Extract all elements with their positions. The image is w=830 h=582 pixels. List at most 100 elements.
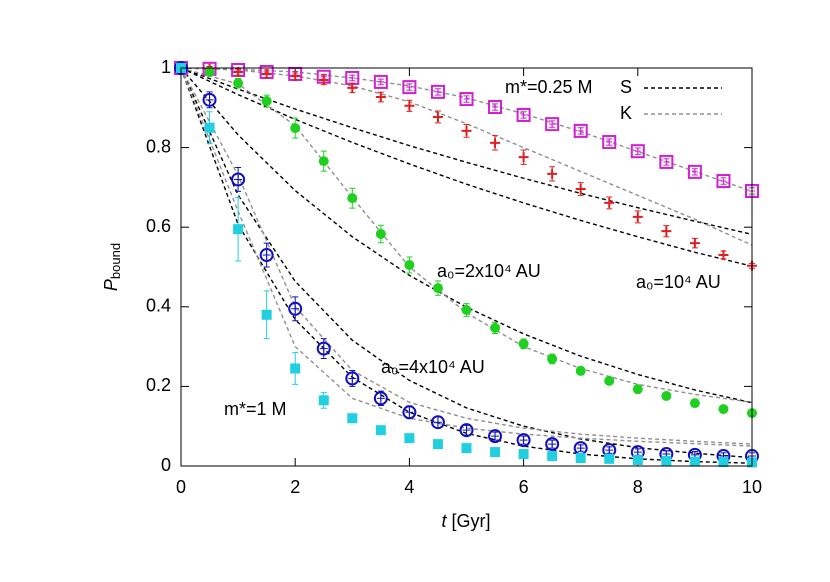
marker — [375, 425, 386, 436]
x-tick-label: 10 — [742, 477, 762, 497]
marker — [318, 156, 329, 167]
fit-curve — [180, 67, 753, 404]
marker — [402, 80, 417, 95]
marker — [516, 107, 531, 122]
fit-curve — [180, 67, 753, 447]
marker-cross — [377, 78, 384, 85]
marker — [373, 74, 388, 89]
marker — [375, 92, 386, 103]
marker-cross — [548, 440, 557, 449]
marker — [661, 226, 672, 237]
marker — [261, 309, 272, 320]
marker-cross — [234, 175, 243, 184]
marker — [661, 455, 672, 466]
marker — [430, 84, 445, 99]
marker — [689, 238, 700, 249]
marker-cross — [405, 408, 414, 417]
marker — [632, 211, 643, 222]
marker-cross — [462, 426, 471, 435]
x-axis-label: t [Gyr] — [441, 511, 490, 531]
marker-cross — [406, 84, 413, 91]
marker — [233, 224, 244, 235]
plot-frame — [180, 67, 753, 467]
marker — [547, 353, 558, 364]
fit-curve — [180, 67, 753, 246]
marker — [347, 413, 358, 424]
marker — [545, 437, 560, 452]
y-label-subscript: bound — [108, 243, 123, 279]
y-tick-label: 1 — [161, 57, 171, 77]
marker — [630, 144, 645, 159]
marker — [661, 390, 672, 401]
marker-cross — [633, 448, 642, 457]
marker — [604, 453, 615, 464]
marker — [490, 447, 501, 458]
marker — [689, 456, 700, 467]
x-tick-label: 8 — [633, 477, 643, 497]
marker — [545, 117, 560, 132]
marker — [602, 135, 617, 150]
marker — [459, 423, 474, 438]
marker — [259, 248, 274, 263]
marker — [575, 183, 586, 194]
x-label-symbol: t — [441, 511, 447, 531]
marker — [718, 404, 729, 415]
marker — [461, 304, 472, 315]
marker-cross — [291, 304, 300, 313]
marker — [432, 439, 443, 450]
marker-cross — [348, 374, 357, 383]
x-tick-label: 0 — [176, 477, 186, 497]
y-tick-label: 0.2 — [146, 375, 171, 395]
y-tick-label: 0.6 — [146, 216, 171, 236]
marker — [404, 433, 415, 444]
x-tick-label: 6 — [519, 477, 529, 497]
marker — [233, 78, 244, 89]
fit-curve — [180, 67, 753, 404]
marker — [261, 96, 272, 107]
marker-cross — [549, 121, 556, 128]
annotation: a₀=10⁴ AU — [636, 272, 721, 292]
marker — [687, 164, 702, 179]
marker — [461, 125, 472, 136]
y-tick-label: 0 — [161, 455, 171, 475]
marker — [632, 384, 643, 395]
marker — [604, 375, 615, 386]
marker — [518, 449, 529, 460]
marker — [716, 174, 731, 189]
fit-curve — [180, 67, 753, 267]
annotation: a₀=2x10⁴ AU — [437, 261, 541, 281]
marker — [204, 66, 215, 77]
marker — [404, 260, 415, 271]
marker — [373, 391, 388, 406]
marker — [547, 451, 558, 462]
marker — [573, 123, 588, 138]
marker — [318, 395, 329, 406]
marker — [632, 455, 643, 466]
y-label-symbol: P — [101, 279, 121, 291]
y-tick-label: 0.8 — [146, 136, 171, 156]
marker — [459, 92, 474, 107]
marker — [518, 152, 529, 163]
marker-cross — [205, 95, 214, 104]
marker — [430, 415, 445, 430]
marker-cross — [376, 394, 385, 403]
marker — [290, 363, 301, 374]
fit-curve — [180, 67, 753, 445]
annotation: m*=0.25 M — [505, 77, 593, 97]
marker — [288, 301, 303, 316]
marker-cross — [434, 88, 441, 95]
marker-cross — [491, 432, 500, 441]
marker-cross — [663, 158, 670, 165]
marker — [318, 74, 329, 85]
marker-cross — [691, 168, 698, 175]
marker — [404, 100, 415, 111]
marker — [518, 338, 529, 349]
marker — [547, 168, 558, 179]
marker — [202, 92, 217, 107]
marker-cross — [634, 148, 641, 155]
legend-label: S — [620, 77, 632, 97]
marker — [718, 250, 729, 261]
marker — [316, 341, 331, 356]
marker — [204, 122, 215, 133]
